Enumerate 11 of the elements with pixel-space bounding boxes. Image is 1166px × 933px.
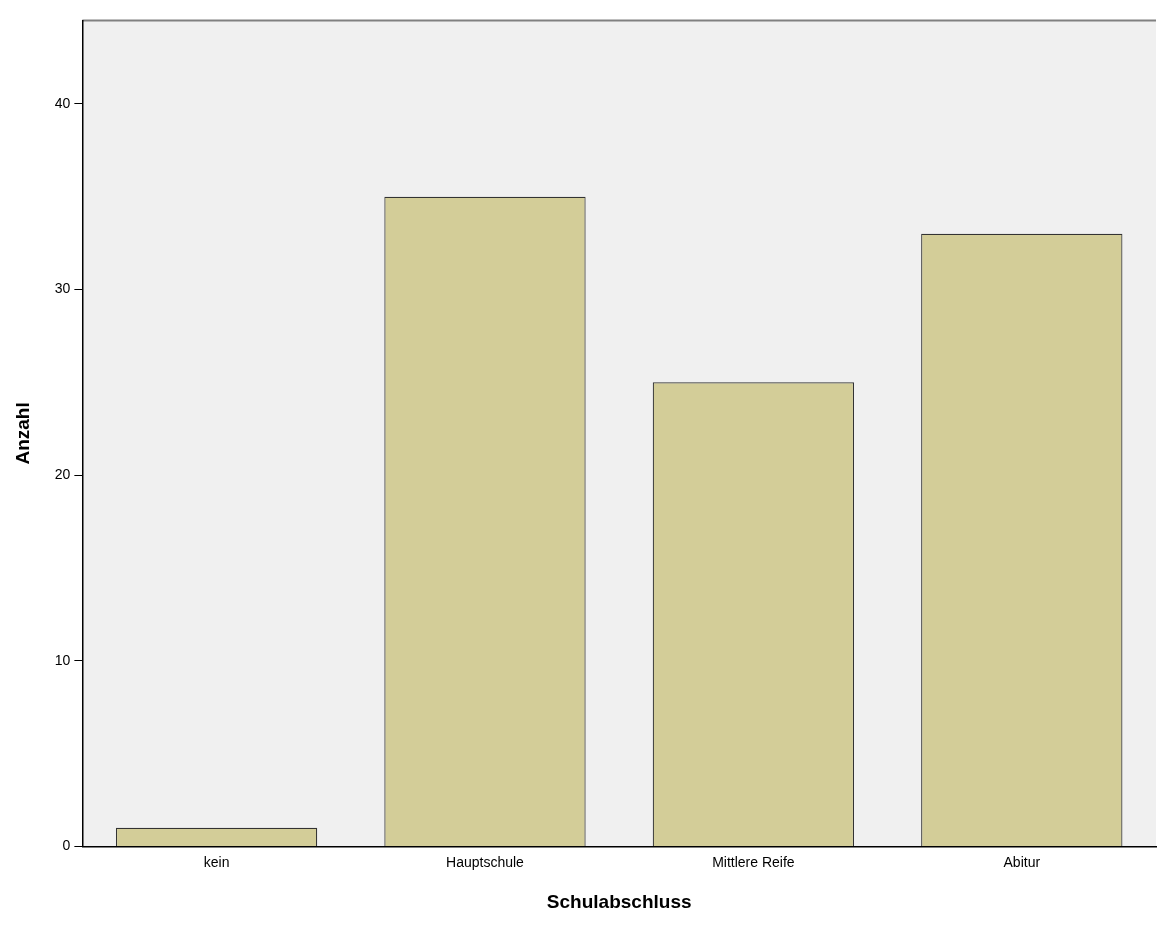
y-tick-label: 0: [62, 837, 71, 854]
y-tick-label: 40: [54, 94, 71, 111]
x-tick-label: Abitur: [1003, 853, 1041, 870]
x-tick-label: Mittlere Reife: [712, 853, 795, 870]
y-tick-label: 10: [54, 651, 71, 668]
x-axis-title: Schulabschluss: [546, 890, 692, 912]
y-axis-title: Anzahl: [11, 402, 33, 465]
x-tick-label: Hauptschule: [446, 853, 525, 870]
y-tick-label: 20: [54, 466, 71, 483]
y-tick-label: 30: [54, 280, 71, 297]
x-tick-label: kein: [203, 853, 230, 870]
